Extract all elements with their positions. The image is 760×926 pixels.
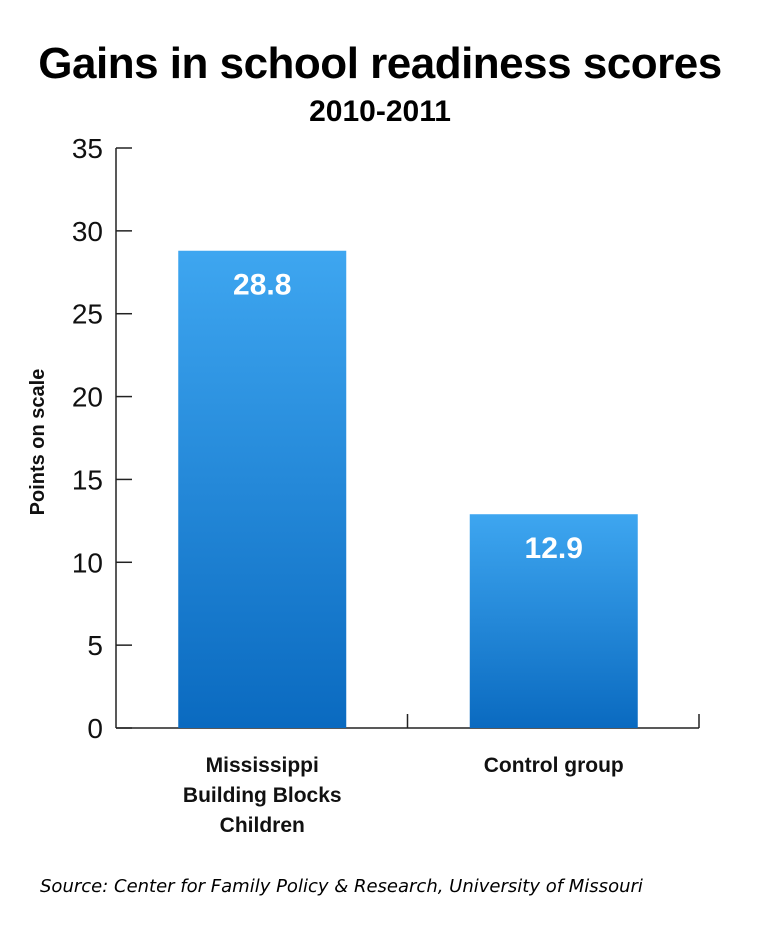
x-category-label: Mississippi Building Blocks Children (183, 754, 342, 837)
y-tick-label: 25 (72, 299, 103, 330)
chart-subtitle: 2010-2011 (309, 95, 451, 128)
y-axis-title: Points on scale (27, 369, 49, 516)
bar (469, 514, 638, 728)
y-tick-label: 5 (87, 630, 103, 661)
bar (178, 250, 347, 728)
x-category-label-line: Children (220, 814, 305, 837)
x-category-label: Control group (484, 754, 624, 777)
x-category-label-line: Mississippi (206, 754, 319, 777)
y-tick-label: 10 (72, 547, 103, 578)
y-tick-label: 15 (72, 464, 103, 495)
x-category-label-line: Building Blocks (183, 784, 342, 807)
y-tick-label: 30 (72, 216, 103, 247)
y-tick-label: 0 (87, 713, 103, 744)
chart-title: Gains in school readiness scores (38, 39, 722, 88)
bar-value-label: 12.9 (525, 532, 583, 565)
y-tick-label: 20 (72, 382, 103, 413)
bar-value-label: 28.8 (233, 269, 291, 302)
y-tick-label: 35 (72, 133, 103, 164)
source-note: Source: Center for Family Policy & Resea… (40, 876, 643, 897)
x-category-label-line: Control group (484, 754, 624, 777)
